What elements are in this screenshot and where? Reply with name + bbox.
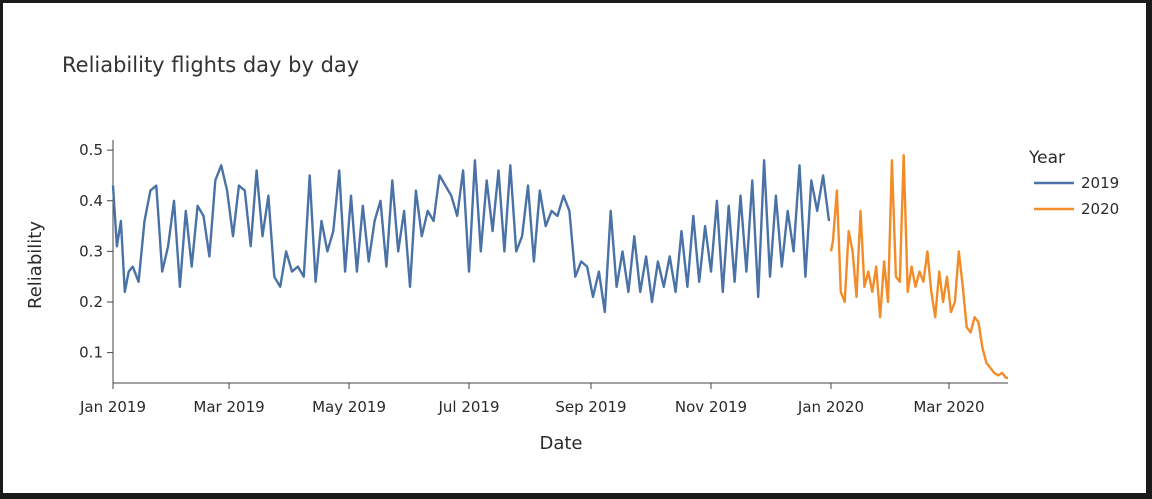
y-tick-label: 0.3 (79, 242, 103, 260)
y-axis: 0.1 0.2 0.3 0.4 0.5 (79, 140, 114, 383)
legend-title: Year (1028, 148, 1065, 168)
legend-label-2019[interactable]: 2019 (1081, 174, 1119, 192)
y-axis-title: Reliability (25, 221, 46, 309)
y-tick-label: 0.4 (79, 192, 103, 210)
x-tick-label: Jul 2019 (438, 398, 500, 416)
series-line-2019 (111, 159, 831, 314)
x-tick-label: May 2019 (312, 398, 386, 416)
series-line-2020 (829, 153, 1008, 380)
y-tick-label: 0.1 (79, 344, 103, 362)
x-axis: Jan 2019 Mar 2019 May 2019 Jul 2019 Sep 2019… (79, 382, 1008, 416)
legend-label-2020[interactable]: 2020 (1081, 200, 1119, 218)
x-tick-label: Jan 2019 (79, 398, 146, 416)
chart-title: Reliability flights day by day (62, 53, 359, 77)
x-tick-label: Sep 2019 (555, 398, 626, 416)
series-layer (111, 153, 1008, 380)
x-tick-label: Jan 2020 (797, 398, 864, 416)
x-tick-label: Mar 2020 (913, 398, 984, 416)
chart-frame: Reliability flights day by day 0.1 0.2 0.3… (3, 3, 1146, 493)
x-tick-label: Nov 2019 (675, 398, 747, 416)
legend: Year 2019 2020 (1028, 148, 1119, 218)
x-tick-label: Mar 2019 (193, 398, 264, 416)
x-axis-title: Date (539, 433, 582, 454)
y-tick-label: 0.2 (79, 293, 103, 311)
y-tick-label: 0.5 (79, 141, 103, 159)
line-chart: Reliability flights day by day 0.1 0.2 0.3… (25, 53, 1119, 454)
